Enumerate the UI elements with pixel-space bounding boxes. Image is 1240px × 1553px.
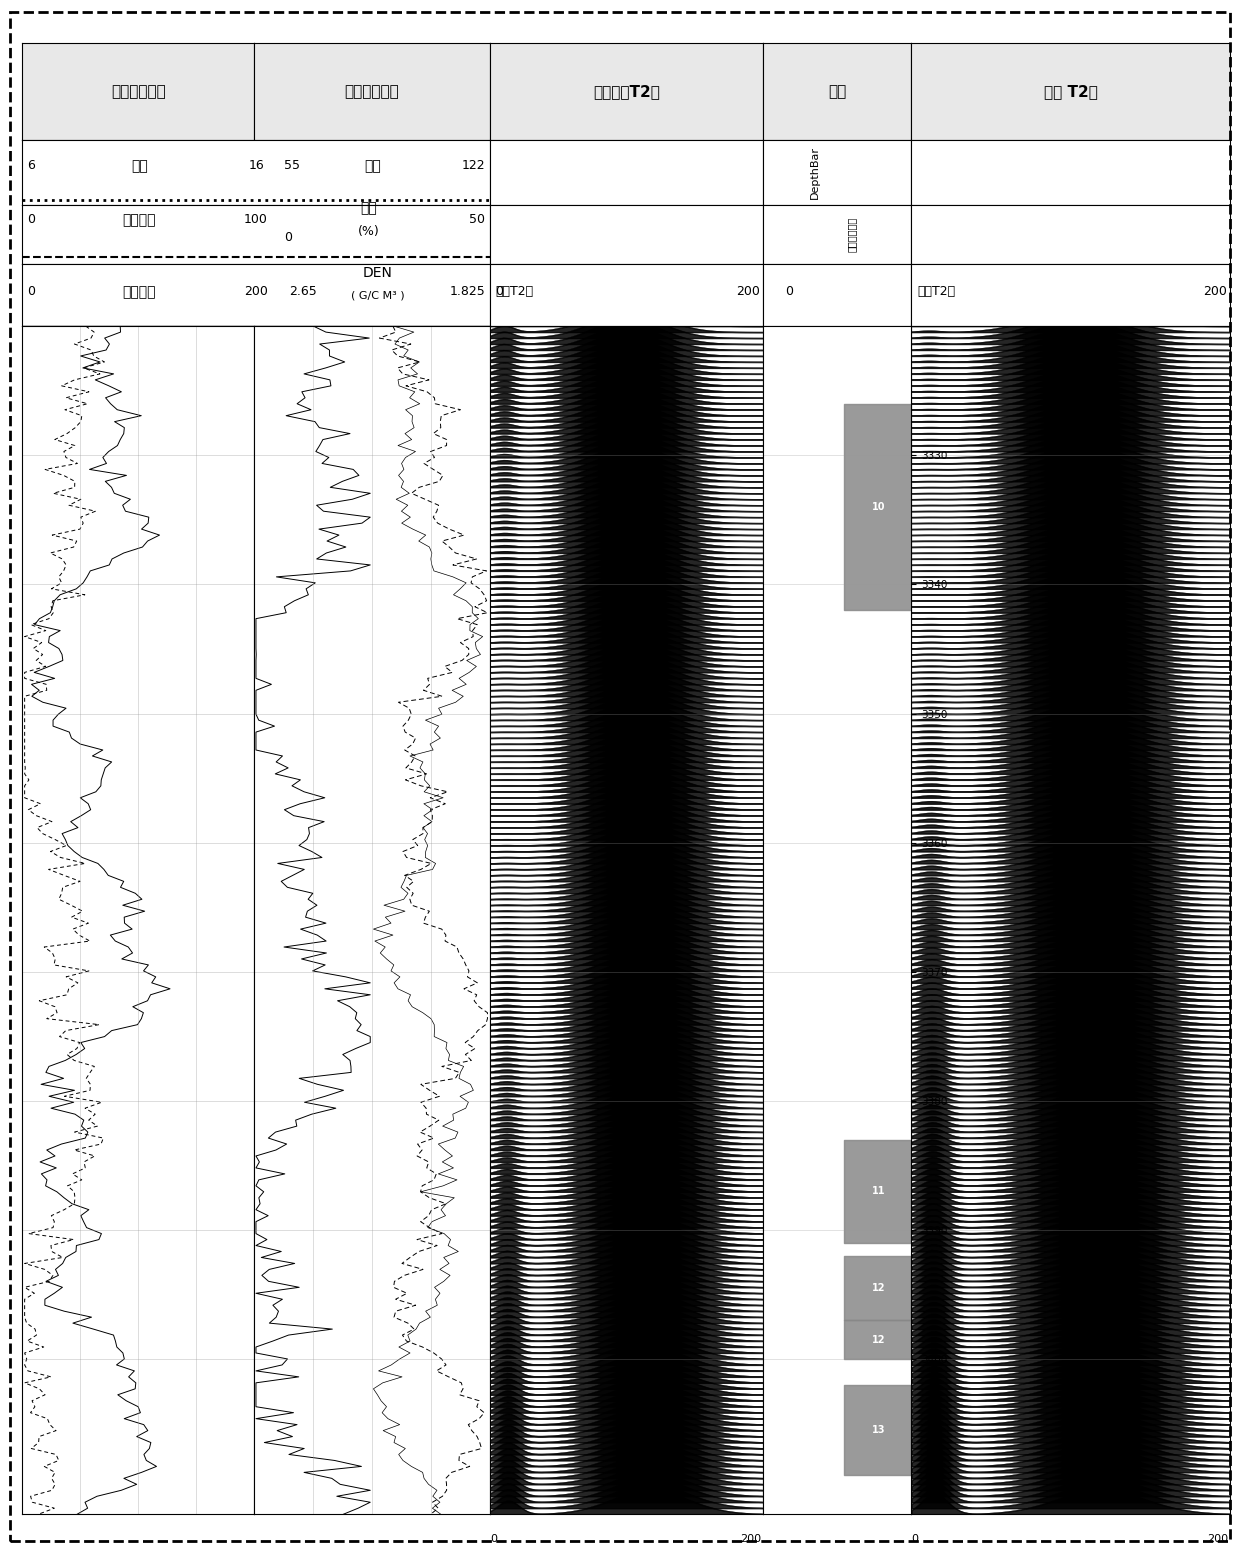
- Text: 1.825: 1.825: [449, 286, 485, 298]
- Text: 构建 T2谱: 构建 T2谱: [1044, 84, 1097, 99]
- Text: DepthBar: DepthBar: [810, 146, 820, 199]
- Text: 自然电位: 自然电位: [123, 213, 156, 227]
- Text: 实测T2谱: 实测T2谱: [495, 286, 533, 298]
- Text: 0: 0: [27, 213, 35, 227]
- Text: 自然伽马: 自然伽马: [123, 284, 156, 300]
- Text: 200: 200: [737, 286, 760, 298]
- Text: 中子: 中子: [360, 200, 377, 214]
- Text: 0: 0: [911, 1533, 919, 1544]
- Text: 结论: 结论: [828, 84, 846, 99]
- Text: 200: 200: [1203, 286, 1226, 298]
- Text: 层位数据对比: 层位数据对比: [847, 217, 857, 252]
- Text: 实测核磁T2谱: 实测核磁T2谱: [593, 84, 660, 99]
- Text: 0: 0: [490, 1533, 497, 1544]
- Text: 0: 0: [785, 286, 792, 298]
- Text: 200: 200: [1208, 1533, 1229, 1544]
- Text: 0: 0: [27, 286, 35, 298]
- Text: 构建T2谱: 构建T2谱: [918, 286, 956, 298]
- Text: 2.65: 2.65: [289, 286, 316, 298]
- Text: 13: 13: [872, 1426, 885, 1435]
- Text: 16: 16: [248, 160, 264, 172]
- Text: 0: 0: [284, 231, 293, 244]
- Text: 10: 10: [872, 502, 885, 512]
- Text: 55: 55: [284, 160, 300, 172]
- Text: 100: 100: [244, 213, 268, 227]
- Text: 井径: 井径: [130, 158, 148, 172]
- Text: 泥质指示曲线: 泥质指示曲线: [110, 84, 166, 99]
- Text: 12: 12: [872, 1336, 885, 1345]
- Text: 声波: 声波: [365, 158, 382, 172]
- Text: 6: 6: [27, 160, 35, 172]
- Text: 11: 11: [872, 1186, 885, 1196]
- Text: DEN: DEN: [362, 266, 393, 281]
- Text: 200: 200: [244, 286, 268, 298]
- Text: 12: 12: [872, 1283, 885, 1294]
- Text: 200: 200: [740, 1533, 761, 1544]
- Text: 122: 122: [461, 160, 485, 172]
- Text: 三孔隙度曲线: 三孔隙度曲线: [345, 84, 399, 99]
- Text: ( G/C M³ ): ( G/C M³ ): [351, 290, 404, 300]
- Text: (%): (%): [357, 225, 379, 238]
- Text: 50: 50: [469, 213, 485, 227]
- Text: 0: 0: [495, 286, 503, 298]
